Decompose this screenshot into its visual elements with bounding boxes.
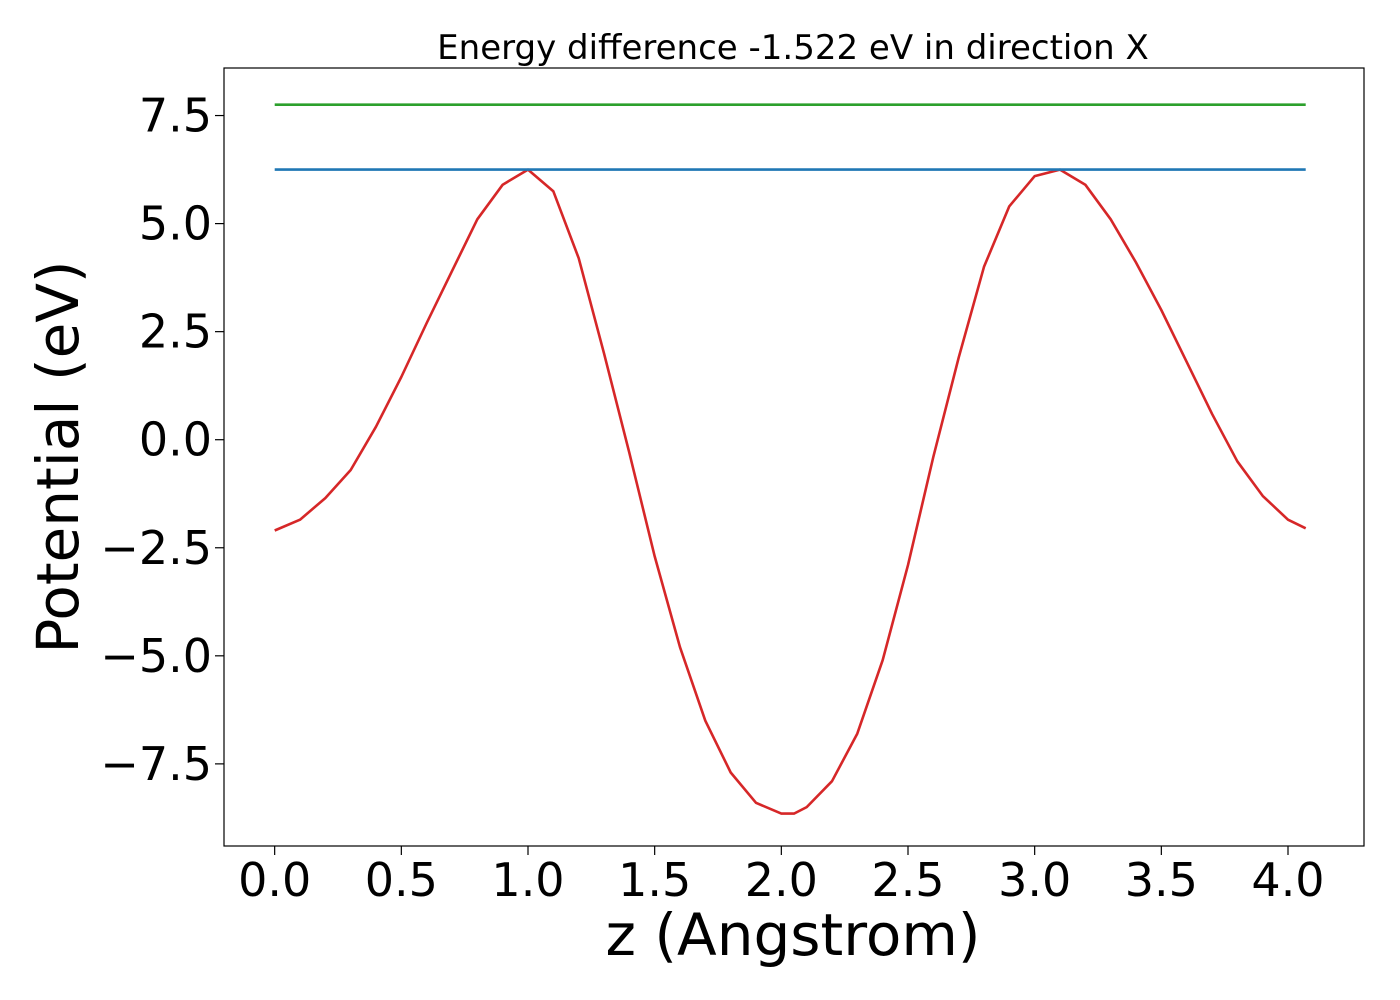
y-axis-ticks: 7.5 5.0 2.5 0.0 −2.5 −5.0 −7.5 — [100, 89, 224, 791]
series-layer — [274, 103, 1307, 815]
chart-title: Energy difference -1.522 eV in direction… — [437, 28, 1149, 68]
series-line-0 — [274, 168, 1307, 815]
x-tick-label: 0.0 — [238, 853, 311, 907]
x-axis-label: z (Angstrom) — [606, 901, 981, 969]
x-tick-label: 3.0 — [998, 853, 1071, 907]
y-axis-label: Potential (eV) — [24, 260, 92, 653]
y-tick-label: −5.0 — [100, 629, 212, 683]
y-tick-label: 2.5 — [139, 305, 212, 359]
y-tick-label: 5.0 — [139, 197, 212, 251]
x-tick-label: 0.5 — [365, 853, 438, 907]
y-tick-label: 7.5 — [139, 89, 212, 143]
plot-area — [223, 67, 1365, 847]
x-tick-label: 1.5 — [618, 853, 691, 907]
y-tick-label: −2.5 — [100, 521, 212, 575]
y-tick-label: −7.5 — [100, 737, 212, 791]
y-tick-label: 0.0 — [139, 413, 212, 467]
x-tick-label: 3.5 — [1125, 853, 1198, 907]
x-tick-label: 4.0 — [1251, 853, 1324, 907]
x-tick-label: 2.0 — [745, 853, 818, 907]
x-tick-label: 2.5 — [871, 853, 944, 907]
x-axis-ticks: 0.0 0.5 1.0 1.5 2.0 2.5 3.0 3.5 4.0 — [238, 846, 1325, 907]
x-tick-label: 1.0 — [491, 853, 564, 907]
